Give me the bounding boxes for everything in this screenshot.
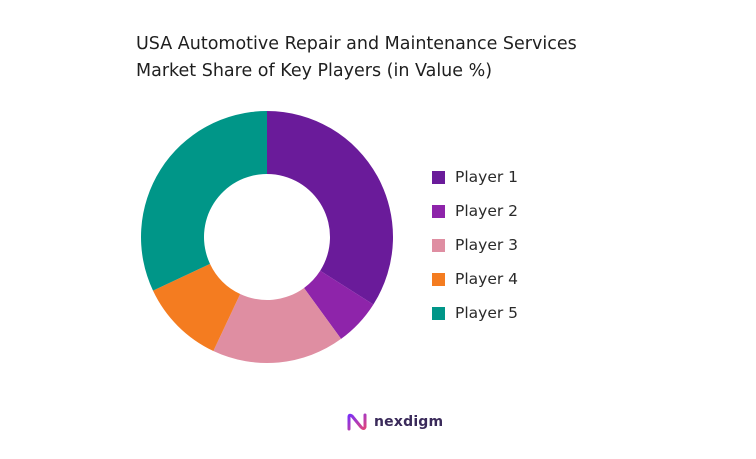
nexdigm-logo-icon (347, 413, 367, 431)
legend-label: Player 5 (455, 304, 519, 322)
legend-item-1: Player 1 (432, 160, 518, 194)
chart-title: USA Automotive Repair and Maintenance Se… (136, 31, 696, 85)
donut-slice-5 (140, 111, 267, 291)
legend-item-3: Player 3 (432, 228, 518, 262)
chart-title-line-2: Market Share of Key Players (in Value %) (136, 61, 493, 81)
donut-slice-2 (304, 270, 374, 339)
legend-swatch (432, 306, 445, 320)
chart-title-line-1: USA Automotive Repair and Maintenance Se… (136, 34, 577, 54)
legend-label: Player 3 (455, 236, 519, 254)
legend-label: Player 2 (455, 202, 519, 220)
legend-swatch (432, 204, 445, 218)
legend-swatch (432, 272, 445, 286)
donut-slice-1 (267, 111, 394, 305)
legend-item-4: Player 4 (432, 262, 518, 296)
legend-item-5: Player 5 (432, 296, 518, 330)
legend-item-2: Player 2 (432, 194, 518, 228)
legend-label: Player 1 (455, 168, 519, 186)
legend-label: Player 4 (455, 270, 519, 288)
brand-name: nexdigm (374, 414, 444, 430)
chart-legend: Player 1 Player 2 Player 3 Player 4 Player 5 (432, 160, 518, 330)
brand-logo: nexdigm (346, 411, 443, 433)
legend-swatch (432, 170, 445, 184)
donut-slice-3 (213, 287, 342, 363)
legend-swatch (432, 238, 445, 252)
donut-slice-4 (152, 263, 241, 352)
